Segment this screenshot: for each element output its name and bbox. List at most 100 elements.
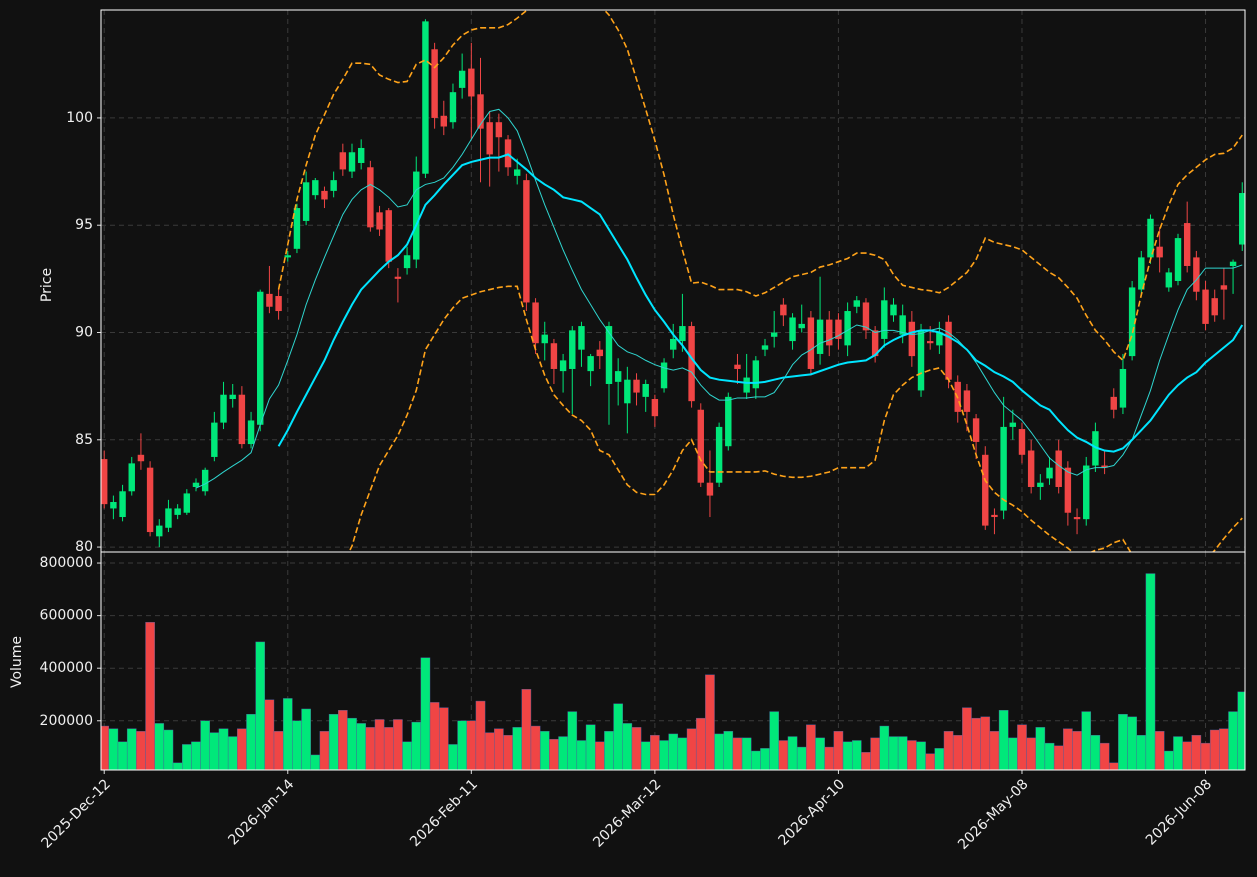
volume-bar xyxy=(411,721,422,770)
volume-bar xyxy=(952,735,963,770)
volume-bar xyxy=(145,621,155,770)
volume-bar xyxy=(457,720,467,770)
candle-body xyxy=(385,210,392,262)
volume-bar xyxy=(576,740,587,770)
overlay-line xyxy=(195,108,1243,489)
candle-body xyxy=(816,319,824,354)
candle-body xyxy=(908,321,916,357)
volume-bar xyxy=(1081,711,1092,770)
overlay-line xyxy=(277,153,1244,453)
candle-body xyxy=(413,171,420,260)
candle-body xyxy=(844,311,851,346)
volume-bar xyxy=(227,736,238,770)
candle-body xyxy=(541,334,548,344)
volume-bar xyxy=(154,723,165,770)
price-panel xyxy=(101,10,1245,552)
candle-body xyxy=(302,182,310,221)
volume-bar xyxy=(595,741,605,770)
candle-body xyxy=(183,493,191,513)
candle-body xyxy=(578,326,585,350)
candle-body xyxy=(936,332,943,346)
candle-body xyxy=(229,394,236,400)
candle-body xyxy=(238,394,246,445)
volume-bar xyxy=(971,717,981,770)
candle-body xyxy=(972,418,980,442)
candle-body xyxy=(468,68,475,97)
candle-body xyxy=(917,330,925,391)
volume-bar xyxy=(705,674,715,770)
volume-bar xyxy=(1219,728,1229,770)
volume-bar xyxy=(769,711,779,770)
volume-tick-label: 200000 xyxy=(40,713,93,729)
candle-body xyxy=(807,317,815,369)
candle-body xyxy=(284,255,291,258)
candle-body xyxy=(633,379,640,393)
candle-body xyxy=(128,463,135,492)
volume-bar xyxy=(282,698,293,770)
volume-bar xyxy=(631,727,642,770)
candle-body xyxy=(330,180,337,191)
volume-bar xyxy=(980,716,991,770)
candle-body xyxy=(734,364,741,369)
candle-body xyxy=(357,147,365,163)
volume-bar xyxy=(1017,724,1027,770)
candle-body xyxy=(651,399,659,417)
volume-frame xyxy=(100,551,1246,771)
candle-body xyxy=(624,379,631,404)
volume-bar xyxy=(686,728,697,770)
candle-body xyxy=(1055,450,1062,487)
candle-body xyxy=(926,341,934,344)
volume-bar xyxy=(539,731,550,770)
volume-axis-label: Volume xyxy=(9,636,25,688)
y-tick-label: 80 xyxy=(75,539,93,555)
volume-bar xyxy=(962,707,972,770)
volume-bar xyxy=(714,733,724,770)
candle-body xyxy=(146,467,154,533)
volume-bar xyxy=(677,737,688,770)
volume-bar xyxy=(842,741,853,770)
candle-body xyxy=(881,300,888,339)
candle-body xyxy=(257,291,264,425)
volume-bar xyxy=(833,731,844,770)
volume-bar xyxy=(1127,716,1137,770)
candle-body xyxy=(211,422,218,457)
volume-bar xyxy=(484,732,495,770)
candle-body xyxy=(670,338,677,350)
candle-body xyxy=(569,330,576,369)
candle-body xyxy=(798,323,805,329)
volume-bar xyxy=(172,762,183,770)
volume-bar xyxy=(1063,728,1073,770)
volume-bar xyxy=(503,735,513,770)
volume-bar xyxy=(1237,691,1245,770)
volume-bar xyxy=(1035,727,1046,770)
volume-bar xyxy=(273,731,284,770)
candle-body xyxy=(321,190,328,200)
volume-bar xyxy=(512,727,522,770)
volume-bar xyxy=(870,737,880,770)
candle-body xyxy=(991,514,998,518)
y-axis-label: Price xyxy=(39,268,55,302)
candle-body xyxy=(587,356,594,372)
volume-bar xyxy=(1200,742,1211,770)
candle-body xyxy=(550,343,558,369)
volume-bar xyxy=(650,735,660,770)
candle-body xyxy=(312,180,319,196)
volume-bar xyxy=(374,719,385,770)
candle-body xyxy=(715,426,723,483)
volume-bar xyxy=(1108,762,1119,770)
candle-body xyxy=(1174,238,1182,281)
y-tick-label: 90 xyxy=(75,324,93,340)
candle-body xyxy=(1046,467,1053,479)
volume-bar xyxy=(209,732,220,770)
candle-body xyxy=(835,319,842,339)
candle-body xyxy=(1101,465,1108,468)
volume-bar xyxy=(347,717,357,770)
volume-bar xyxy=(301,708,311,770)
volume-bar xyxy=(402,741,412,770)
volume-bar xyxy=(1026,737,1036,770)
candle-body xyxy=(1138,257,1145,290)
candle-body xyxy=(1064,467,1072,513)
candle-body xyxy=(449,92,457,123)
volume-bar xyxy=(438,707,449,770)
candle-body xyxy=(761,345,769,350)
